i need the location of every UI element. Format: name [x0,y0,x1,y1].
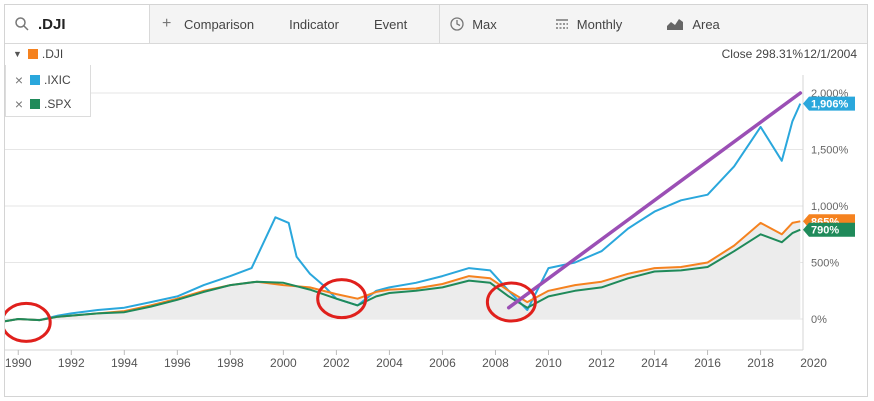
x-tick-label: 2008 [482,356,509,370]
tag-text: 790% [811,225,839,237]
circle-annotation [485,281,537,323]
indicator-label: Indicator [289,16,339,32]
comparison-label: Comparison [184,16,255,32]
x-tick-label: 1992 [58,356,85,370]
x-tick-label: 1994 [111,356,138,370]
circle-annotation [5,301,52,343]
spx-swatch [30,99,40,109]
plus-icon: + [162,15,172,32]
interval-button[interactable]: Monthly [555,5,623,43]
legend-item-ixic: × .IXIC [6,68,71,92]
trend-line-annotation [506,91,803,310]
toolbar-divider [439,5,441,43]
tag-shape [803,96,855,111]
chart-canvas: 0%500%1,000%1,500%2,000%1990 1992 1994 1996… [5,75,855,370]
search-icon [15,17,29,31]
x-tick-label: 2016 [694,356,721,370]
chart-style-button[interactable]: Area [666,5,720,43]
x-tick-label: 2006 [429,356,456,370]
last-value-tag: 790% [803,222,855,237]
compare-legend: × .IXIC × .SPX [5,65,91,117]
y-tick-label: 1,500% [811,145,849,157]
clock-icon [450,17,464,31]
x-tick-label: 2018 [747,356,774,370]
ixic-swatch [30,75,40,85]
y-tick-label: 0% [811,314,827,326]
chart-widget: 0% 500% 1,000% 1,500% 2,000% 1990 1992 1994 1996… [4,4,868,397]
circle-annotation [316,278,368,320]
x-tick-label: 2002 [323,356,350,370]
area-chart-icon [667,19,684,30]
symbol-search[interactable]: .DJI [5,5,150,43]
remove-ixic-icon[interactable]: × [14,72,24,88]
x-tick-label: 1998 [217,356,244,370]
chart-style-label: Area [692,16,720,32]
symbol-label: .DJI [38,15,66,33]
toolbar: .DJI + Comparison Indicator Event Max [5,5,867,44]
series-line-spx [5,228,801,323]
remove-spx-icon[interactable]: × [14,96,24,112]
x-tick-label: 2004 [376,356,403,370]
legend-item-dji[interactable]: ▼ .DJI [5,43,63,65]
x-tick-label: 2000 [270,356,297,370]
x-tick-label: 1990 [5,356,32,370]
date-readout: 12/1/2004 [803,47,857,61]
legend-header: ▼ .DJI Close 298.31% 12/1/2004 [5,43,867,65]
x-tick-label: 2020 [800,356,827,370]
y-tick-label: 1,000% [811,201,849,213]
close-readout: Close 298.31% [721,47,803,61]
dji-area-fill [5,221,801,322]
range-label: Max [472,16,497,32]
ixic-label: .IXIC [44,73,71,87]
dji-swatch [27,49,38,59]
x-tick-label: 2014 [641,356,668,370]
comparison-button[interactable]: + Comparison [162,5,254,43]
x-tick-label: 1996 [164,356,191,370]
spx-label: .SPX [44,97,72,111]
x-tick-label: 2010 [535,356,562,370]
tag-shape [803,222,855,237]
indicator-button[interactable]: Indicator [289,5,339,43]
legend-item-spx: × .SPX [6,92,71,116]
interval-icon [555,19,568,29]
y-tick-label: 500% [811,258,839,270]
dji-label: .DJI [41,47,64,61]
event-button[interactable]: Event [374,5,407,43]
event-label: Event [373,16,408,32]
range-button[interactable]: Max [450,5,497,43]
interval-label: Monthly [576,16,623,32]
last-value-tag: 1,906% [803,96,855,111]
tag-text: 1,906% [811,99,849,111]
x-tick-label: 2012 [588,356,615,370]
collapse-caret-icon[interactable]: ▼ [13,49,22,59]
